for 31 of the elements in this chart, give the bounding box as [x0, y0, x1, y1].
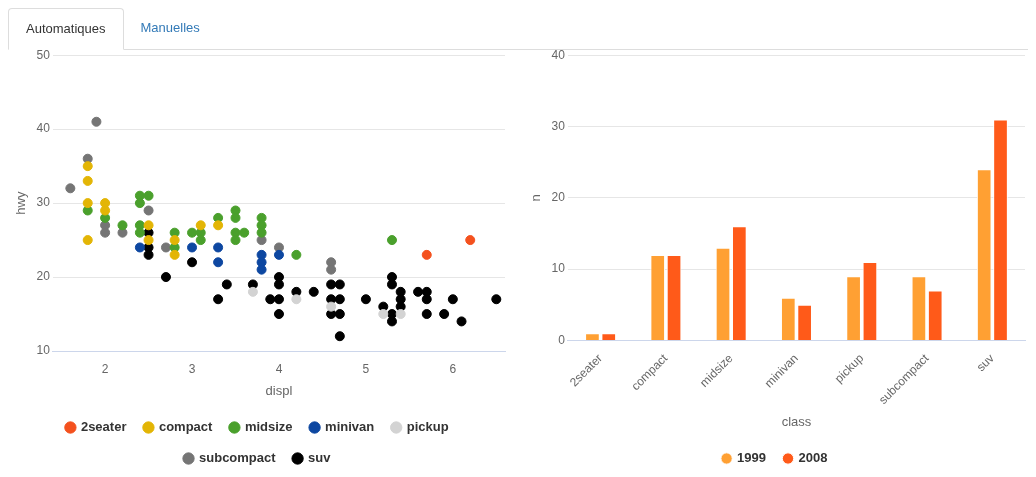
legend-label: midsize [244, 419, 293, 435]
y-tick-label: 50 [36, 47, 51, 62]
text: Automatiques [26, 21, 106, 36]
text: Manuelles [139, 19, 201, 37]
y-tick-label: 0 [558, 332, 566, 347]
y-tick-label: 10 [551, 261, 566, 276]
legend-label: minivan [325, 419, 375, 435]
y-tick-label: 40 [551, 47, 566, 62]
y-axis-title: hwy [13, 191, 29, 215]
x-axis-title: displ [265, 382, 293, 398]
y-tick-label: 40 [36, 121, 51, 136]
x-tick-label: 2 [101, 361, 109, 376]
y-tick-label: 30 [551, 118, 566, 133]
legend-label: 2seater [80, 419, 127, 435]
x-tick-label: 5 [362, 361, 370, 376]
legend-label: suv [308, 450, 332, 466]
y-tick-label: 30 [36, 195, 51, 210]
x-tick-label: suv [973, 351, 997, 375]
legend-label: pickup [406, 419, 449, 435]
legend-label: subcompact [199, 450, 277, 466]
x-tick-label: 6 [449, 361, 457, 376]
x-tick-label: 4 [275, 361, 283, 376]
y-tick-label: 20 [551, 190, 566, 205]
x-axis-title: class [781, 413, 812, 429]
legend-label: compact [158, 419, 214, 435]
y-axis-title: n [528, 194, 544, 202]
y-tick-label: 10 [36, 343, 51, 358]
y-tick-label: 20 [36, 269, 51, 284]
x-tick-label: 3 [188, 361, 196, 376]
legend-label: 1999 [737, 450, 766, 466]
legend-label: 2008 [798, 450, 828, 466]
